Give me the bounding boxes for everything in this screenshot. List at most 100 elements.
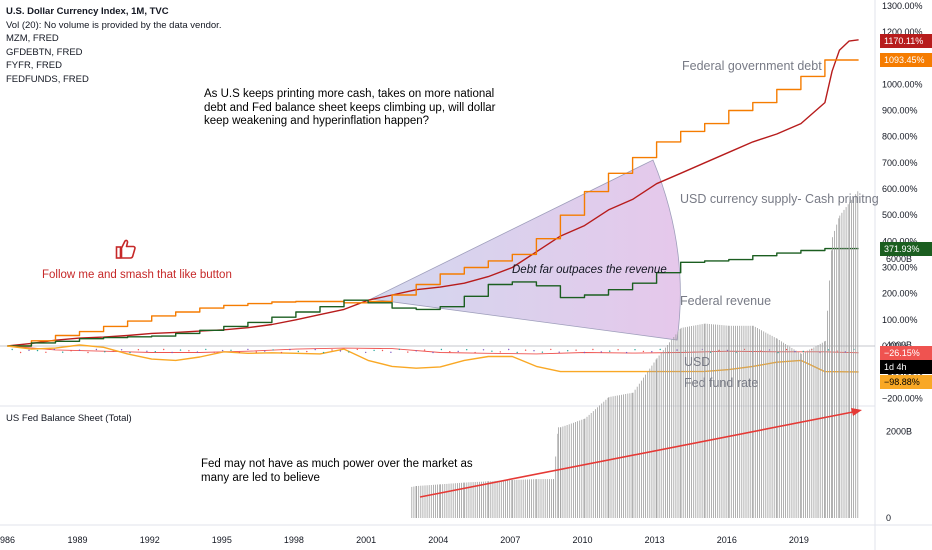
- legend-fedfunds[interactable]: FEDFUNDS, FRED: [6, 73, 89, 85]
- legend-volume[interactable]: Vol (20): No volume is provided by the d…: [6, 19, 222, 31]
- balance-bar: [607, 397, 609, 518]
- balance-bar: [514, 479, 516, 518]
- usd-dot-mark: [474, 351, 476, 354]
- balance-bar: [549, 479, 550, 518]
- balance-bar: [649, 368, 651, 518]
- trend-arrow-line[interactable]: [419, 410, 859, 498]
- x-tick-label: 1992: [140, 535, 160, 545]
- balance-bar: [821, 342, 823, 518]
- supply-label[interactable]: USD currency supply- Cash prinitng: [680, 192, 879, 206]
- usd-dot-mark: [289, 348, 291, 351]
- balance-bar: [533, 479, 535, 518]
- price-tag-usd[interactable]: −26.15%: [880, 346, 932, 360]
- bar-countdown-tag[interactable]: 1d 4h: [880, 360, 932, 374]
- usd-dot-mark: [676, 349, 678, 351]
- usd-dot-mark: [255, 351, 257, 353]
- balance-bar: [573, 422, 574, 518]
- outpace-annotation[interactable]: Debt far outpaces the revenue: [512, 264, 667, 276]
- legend-fyfr[interactable]: FYFR, FRED: [6, 60, 62, 72]
- balance-bar: [535, 479, 537, 518]
- debt-label[interactable]: Federal government debt: [682, 59, 822, 73]
- usd-dot-mark: [314, 348, 316, 351]
- balance-bar: [711, 324, 712, 518]
- balance-bar: [735, 325, 736, 518]
- balance-bar: [614, 395, 616, 518]
- price-tag-mzm[interactable]: 1170.11%: [880, 34, 932, 48]
- balance-bar: [679, 329, 681, 518]
- y-tick-label: 600.00%: [882, 184, 918, 194]
- balance-bar: [459, 482, 460, 518]
- balance-bar: [767, 333, 769, 518]
- x-tick-label: 2019: [789, 535, 809, 545]
- balance-bar: [803, 352, 804, 518]
- balance-bar: [728, 325, 730, 518]
- balance-bar: [435, 484, 436, 518]
- balance-bar: [619, 395, 620, 518]
- balance-bar: [834, 230, 835, 518]
- balance-bar: [658, 355, 660, 518]
- balance-bar: [454, 483, 456, 518]
- balance-bar: [488, 481, 490, 518]
- y-tick-label: 200.00%: [882, 289, 918, 299]
- balance-bar: [671, 339, 673, 518]
- usd-dot-mark: [11, 348, 13, 351]
- balance-bar: [775, 338, 777, 518]
- revenue-label[interactable]: Federal revenue: [680, 294, 772, 308]
- series-line-fedfunds[interactable]: [7, 344, 859, 373]
- usd-dot-mark: [642, 350, 645, 353]
- usd-dot-mark: [213, 351, 215, 353]
- balance-bar: [787, 345, 789, 518]
- balance-bar: [494, 480, 496, 518]
- balance-bar: [759, 329, 760, 518]
- balance-bar: [424, 485, 426, 518]
- usd-dot-mark: [617, 349, 619, 351]
- legend-title[interactable]: U.S. Dollar Currency Index, 1M, TVC: [6, 6, 169, 17]
- balance-bar: [464, 482, 466, 518]
- balance-bar: [855, 194, 857, 518]
- balance-bar: [807, 350, 808, 518]
- legend-gfdebtn[interactable]: GFDEBTN, FRED: [6, 46, 83, 58]
- balance-bar: [415, 486, 417, 518]
- balance-bar: [811, 348, 813, 518]
- balance-bar: [481, 481, 482, 518]
- price-tag-revenue[interactable]: 371.93%: [880, 242, 932, 256]
- balance-bar: [660, 352, 662, 518]
- usd-dot-mark: [785, 348, 788, 351]
- usd-dot-mark: [36, 349, 39, 352]
- balance-bar: [727, 325, 729, 518]
- balance-bar: [831, 250, 832, 519]
- legend-mzm[interactable]: MZM, FRED: [6, 33, 59, 45]
- balance-bar: [426, 485, 428, 518]
- balance-bar: [442, 484, 444, 518]
- price-tag-ffr[interactable]: −98.88%: [880, 375, 932, 389]
- usd-label[interactable]: USD: [684, 355, 711, 369]
- balance-bar: [553, 479, 554, 518]
- question-annotation[interactable]: As U.S keeps printing more cash, takes o…: [204, 88, 496, 128]
- debt-revenue-wedge[interactable]: [369, 159, 681, 341]
- y-tick-label: 500.00%: [882, 210, 918, 220]
- usd-dot-mark: [62, 351, 64, 353]
- usd-dot-mark: [264, 350, 266, 352]
- ffr-label[interactable]: Fed fund rate: [684, 376, 759, 390]
- balance-bar: [518, 479, 520, 518]
- series-line-gfdebtn-fred[interactable]: [7, 59, 859, 347]
- usd-dot-mark: [508, 348, 510, 351]
- balance-bar: [492, 481, 494, 518]
- follow-annotation[interactable]: Follow me and smash that like button: [42, 269, 232, 281]
- series-line-fyfr-fred[interactable]: [7, 247, 859, 347]
- lower-pane-title[interactable]: US Fed Balance Sheet (Total): [6, 413, 132, 424]
- balance-bar: [752, 325, 754, 518]
- balance-bar: [522, 479, 524, 518]
- balance-bar: [422, 485, 424, 518]
- thumbs-up-icon[interactable]: [115, 238, 137, 265]
- price-tag-debt[interactable]: 1093.45%: [880, 53, 932, 67]
- fed-power-annotation[interactable]: Fed may not have as much power over the …: [201, 458, 473, 484]
- series-line-mzm-fred[interactable]: [7, 39, 859, 347]
- balance-bar: [411, 486, 413, 518]
- usd-dot-mark: [373, 349, 375, 352]
- balance-bar: [623, 394, 624, 518]
- balance-bar: [751, 325, 753, 518]
- balance-bar: [800, 353, 802, 518]
- usd-dot-mark: [541, 351, 544, 353]
- balance-bar: [743, 325, 745, 518]
